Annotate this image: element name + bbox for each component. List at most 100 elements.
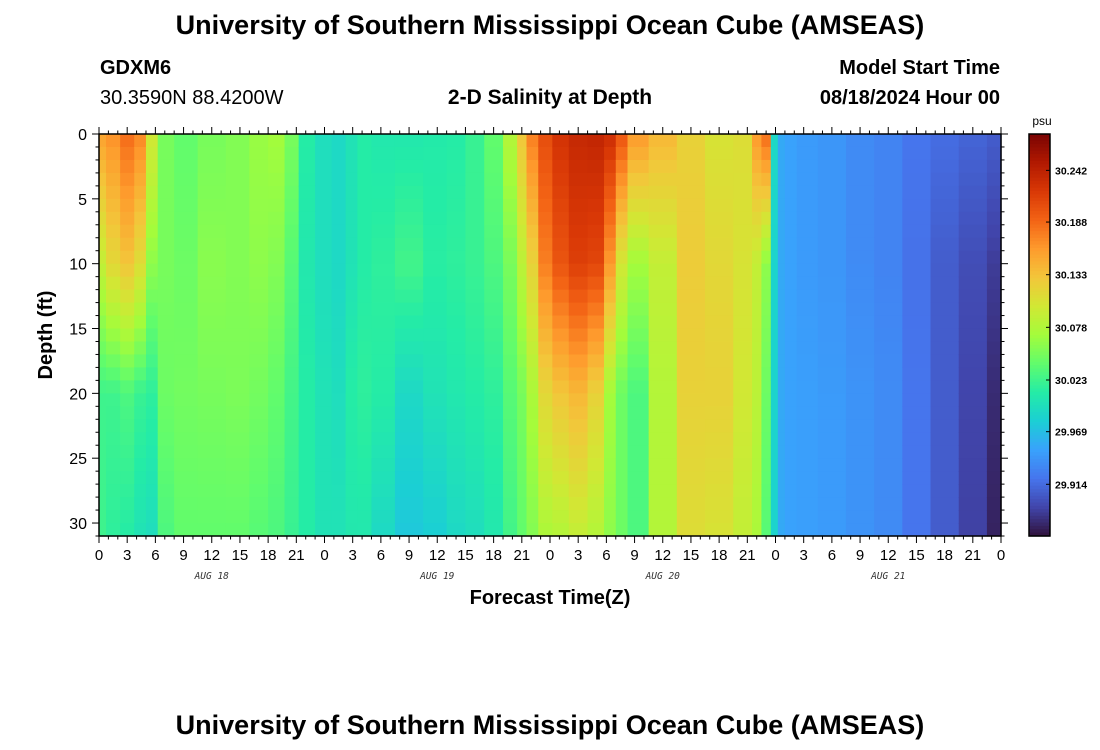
heatmap-cell — [784, 198, 798, 213]
heatmap-cell — [930, 367, 960, 381]
heatmap-cell — [120, 302, 135, 317]
heatmap-cell — [174, 276, 199, 291]
heatmap-cell — [526, 510, 539, 524]
heatmap-cell — [315, 276, 333, 291]
heatmap-cell — [484, 263, 504, 278]
heatmap-cell — [225, 250, 250, 265]
heatmap-cell — [615, 367, 629, 381]
heatmap-cell — [761, 289, 772, 304]
heatmap-cell — [446, 263, 467, 278]
heatmap-cell — [587, 224, 605, 239]
heatmap-cell — [627, 471, 650, 485]
heatmap-cell — [345, 211, 358, 226]
heatmap-cell — [845, 328, 875, 343]
heatmap-cell — [371, 250, 396, 265]
heatmap-cell — [331, 458, 347, 472]
heatmap-cell — [503, 237, 518, 252]
heatmap-cell — [394, 224, 424, 239]
heatmap-cell — [784, 432, 798, 446]
heatmap-cell — [958, 263, 988, 278]
heatmap-cell — [986, 302, 1002, 317]
heatmap-cell — [902, 367, 932, 381]
heatmap-cell — [796, 406, 819, 420]
heatmap-cell — [845, 432, 875, 446]
heatmap-cell — [315, 471, 333, 485]
heatmap-cell — [446, 419, 467, 433]
heatmap-cell — [845, 523, 875, 537]
heatmap-cell — [615, 237, 629, 252]
heatmap-cell — [371, 263, 396, 278]
heatmap-cell — [986, 159, 1002, 174]
heatmap-cell — [423, 328, 448, 343]
x-tick-label: 21 — [739, 547, 756, 564]
heatmap-cell — [568, 419, 589, 433]
heatmap-cell — [197, 445, 227, 459]
heatmap-cell — [615, 432, 629, 446]
heatmap-cell — [986, 328, 1002, 343]
heatmap-cell — [315, 523, 333, 537]
heatmap-cell — [145, 198, 159, 213]
heatmap-cell — [705, 302, 734, 317]
heatmap-cell — [134, 471, 147, 485]
heatmap-cell — [784, 419, 798, 433]
colorbar-segment — [1029, 214, 1050, 219]
heatmap-cell — [225, 341, 250, 356]
heatmap-cell — [134, 484, 147, 498]
heatmap-cell — [225, 471, 250, 485]
heatmap-cell — [604, 523, 617, 537]
heatmap-cell — [345, 159, 358, 174]
heatmap-cell — [604, 471, 617, 485]
heatmap-cell — [796, 419, 819, 433]
heatmap-cell — [174, 406, 199, 420]
colorbar-unit-label: psu — [1032, 114, 1051, 128]
heatmap-cell — [796, 146, 819, 161]
heatmap-cell — [930, 484, 960, 498]
heatmap-cell — [761, 276, 772, 291]
colorbar-segment — [1029, 455, 1050, 460]
heatmap-cell — [615, 198, 629, 213]
heatmap-cell — [568, 393, 589, 407]
heatmap-cell — [958, 134, 988, 148]
heatmap-cell — [761, 328, 772, 343]
colorbar-segment — [1029, 301, 1050, 306]
heatmap-cell — [587, 510, 605, 524]
colorbar-segment — [1029, 321, 1050, 326]
colorbar-segment — [1029, 261, 1050, 266]
heatmap-cell — [874, 146, 903, 161]
heatmap-cell — [157, 484, 175, 498]
colorbar-segment — [1029, 335, 1050, 339]
colorbar-segment — [1029, 408, 1050, 413]
heatmap-cell — [225, 432, 250, 446]
heatmap-cell — [517, 510, 528, 524]
heatmap-cell — [733, 354, 753, 369]
heatmap-cell — [958, 315, 988, 330]
heatmap-cell — [705, 497, 734, 511]
heatmap-cell — [784, 250, 798, 265]
y-axis-label: Depth (ft) — [35, 291, 57, 380]
heatmap-cell — [761, 432, 772, 446]
heatmap-cell — [157, 159, 175, 174]
heatmap-cell — [845, 406, 875, 420]
heatmap-cell — [446, 172, 467, 187]
heatmap-cell — [484, 172, 504, 187]
heatmap-cell — [174, 172, 199, 187]
heatmap-cell — [357, 211, 373, 226]
colorbar-segment — [1029, 137, 1050, 142]
heatmap-cell — [930, 289, 960, 304]
heatmap-cell — [733, 341, 753, 356]
y-tick-label: 20 — [69, 386, 87, 403]
heatmap-cell — [930, 211, 960, 226]
heatmap-cell — [99, 354, 107, 369]
heatmap-cell — [106, 471, 121, 485]
heatmap-cell — [331, 419, 347, 433]
heatmap-cell — [157, 237, 175, 252]
heatmap-cell — [371, 497, 396, 511]
heatmap-cell — [761, 510, 772, 524]
heatmap-cell — [845, 445, 875, 459]
heatmap-cell — [627, 497, 650, 511]
heatmap-cell — [120, 419, 135, 433]
heatmap-cell — [157, 380, 175, 394]
x-tick-label: 3 — [800, 547, 808, 564]
heatmap-cell — [752, 185, 763, 200]
heatmap-cell — [331, 276, 347, 291]
